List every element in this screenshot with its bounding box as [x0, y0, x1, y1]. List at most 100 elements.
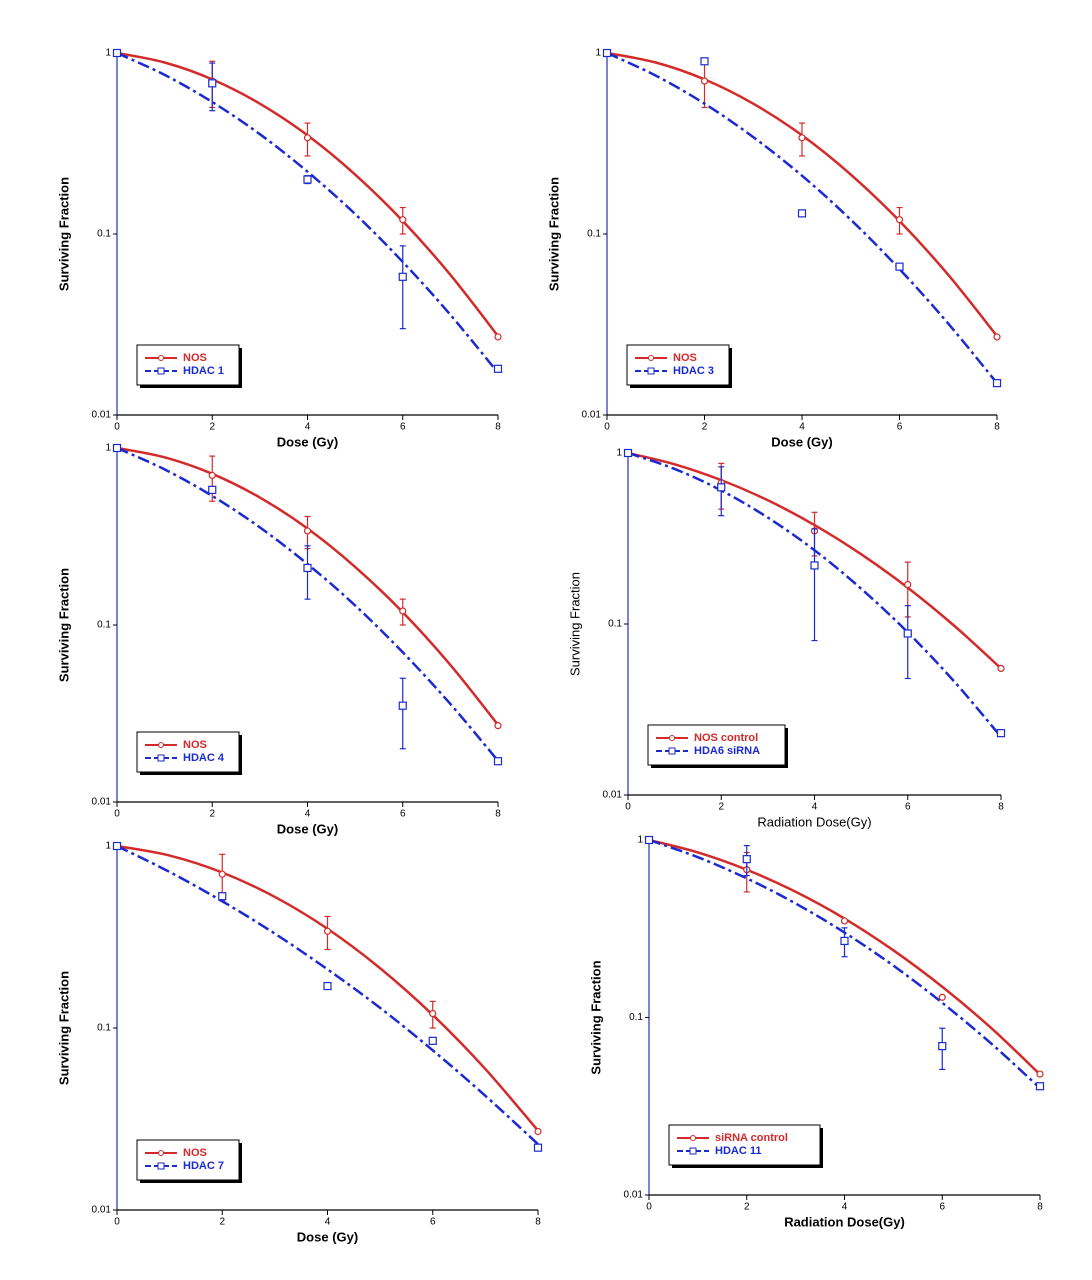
x-tick-label: 2: [209, 809, 215, 820]
point: [992, 379, 1002, 388]
point: [840, 936, 849, 946]
x-tick-label: 4: [325, 1217, 331, 1228]
y-tick-label: 1: [105, 48, 111, 59]
x-tick-label: 8: [495, 422, 501, 433]
point: [399, 607, 407, 615]
legend-marker: [158, 1150, 164, 1156]
point: [700, 77, 709, 85]
x-tick-label: 2: [744, 1202, 750, 1213]
point: [742, 855, 751, 864]
fit-curve: [648, 838, 1041, 1090]
point: [938, 1042, 947, 1051]
legend-marker: [648, 355, 654, 361]
y-axis-label: Surviving Fraction: [546, 177, 561, 291]
y-tick-label: 0.1: [608, 619, 622, 630]
point: [797, 209, 807, 218]
legend-marker: [647, 367, 655, 375]
x-tick-label: 2: [219, 1217, 225, 1228]
x-tick-label: 6: [430, 1217, 436, 1228]
panel: 0.01 0.1 1 0 2 4 6 8 Radiation Dose(Gy) Surviving…: [588, 835, 1045, 1229]
legend-label: HDAC 3: [673, 365, 714, 377]
point: [623, 448, 633, 458]
fit-curve: [116, 51, 499, 374]
point: [602, 48, 612, 58]
point: [112, 48, 122, 58]
y-axis-label: Surviving Fraction: [567, 572, 582, 676]
legend-marker: [690, 1135, 696, 1141]
x-tick-label: 0: [625, 802, 631, 813]
legend-marker: [668, 747, 676, 755]
x-tick-label: 6: [939, 1202, 945, 1213]
legend-label: NOS: [183, 739, 207, 751]
legend-label: HDAC 7: [183, 1160, 224, 1172]
x-tick-label: 2: [702, 422, 708, 433]
point: [493, 364, 503, 373]
y-tick-label: 1: [637, 835, 643, 846]
legend-box: [136, 344, 240, 386]
point: [717, 483, 726, 492]
y-tick-label: 1: [105, 443, 111, 454]
y-tick-label: 1: [595, 48, 601, 59]
panel: 0.01 0.1 1 0 2 4 6 8 Dose (Gy) Surviving Fraction…: [56, 443, 503, 836]
legend-marker: [157, 754, 165, 762]
y-tick-label: 0.1: [629, 1012, 643, 1023]
x-tick-label: 0: [114, 422, 120, 433]
point: [323, 981, 332, 991]
legend-box: [647, 724, 786, 766]
point: [533, 1143, 543, 1152]
legend-marker: [158, 742, 164, 748]
legend-marker: [158, 355, 164, 361]
error-bar: [399, 245, 406, 330]
point: [938, 993, 946, 1001]
point: [428, 1036, 437, 1045]
fit-curve: [116, 844, 539, 1132]
y-axis-label: Surviving Fraction: [588, 960, 603, 1074]
point: [895, 216, 904, 224]
x-tick-label: 4: [305, 809, 311, 820]
x-tick-label: 4: [305, 422, 311, 433]
y-axis-label: Surviving Fraction: [56, 971, 71, 1085]
y-tick-label: 0.01: [582, 410, 602, 421]
legend-label: HDAC 1: [183, 365, 224, 377]
legend-box: [626, 344, 730, 386]
point: [494, 722, 502, 730]
fit-curve: [606, 51, 998, 384]
legend-marker: [157, 1162, 165, 1170]
y-tick-label: 0.01: [603, 790, 623, 801]
y-axis-label: Surviving Fraction: [56, 177, 71, 291]
x-tick-label: 0: [114, 1217, 120, 1228]
x-tick-label: 0: [646, 1202, 652, 1213]
point: [303, 134, 312, 142]
x-tick-label: 6: [400, 422, 406, 433]
x-tick-label: 2: [209, 422, 215, 433]
fit-curve: [116, 51, 499, 337]
x-tick-label: 6: [897, 422, 903, 433]
x-tick-label: 6: [400, 809, 406, 820]
legend-label: NOS: [183, 352, 207, 364]
point: [112, 443, 122, 453]
point: [810, 561, 819, 570]
legend-box: [668, 1124, 821, 1166]
point: [840, 917, 849, 925]
x-tick-label: 4: [842, 1202, 848, 1213]
point: [1036, 1070, 1044, 1078]
x-tick-label: 4: [812, 802, 818, 813]
point: [303, 527, 312, 535]
legend-marker: [669, 735, 675, 741]
legend-marker: [157, 367, 165, 375]
point: [112, 841, 122, 851]
point: [700, 57, 709, 66]
panel: 0.01 0.1 1 0 2 4 6 8 Dose (Gy) Surviving Fraction…: [56, 841, 543, 1244]
panel: 0.01 0.1 1 0 2 4 6 8 Radiation Dose(Gy) Surviving…: [567, 448, 1006, 829]
x-axis-label: Dose (Gy): [771, 434, 832, 449]
point: [208, 485, 217, 494]
legend-box: [136, 731, 240, 773]
point: [303, 175, 312, 184]
x-tick-label: 2: [718, 802, 724, 813]
x-tick-label: 4: [799, 422, 805, 433]
